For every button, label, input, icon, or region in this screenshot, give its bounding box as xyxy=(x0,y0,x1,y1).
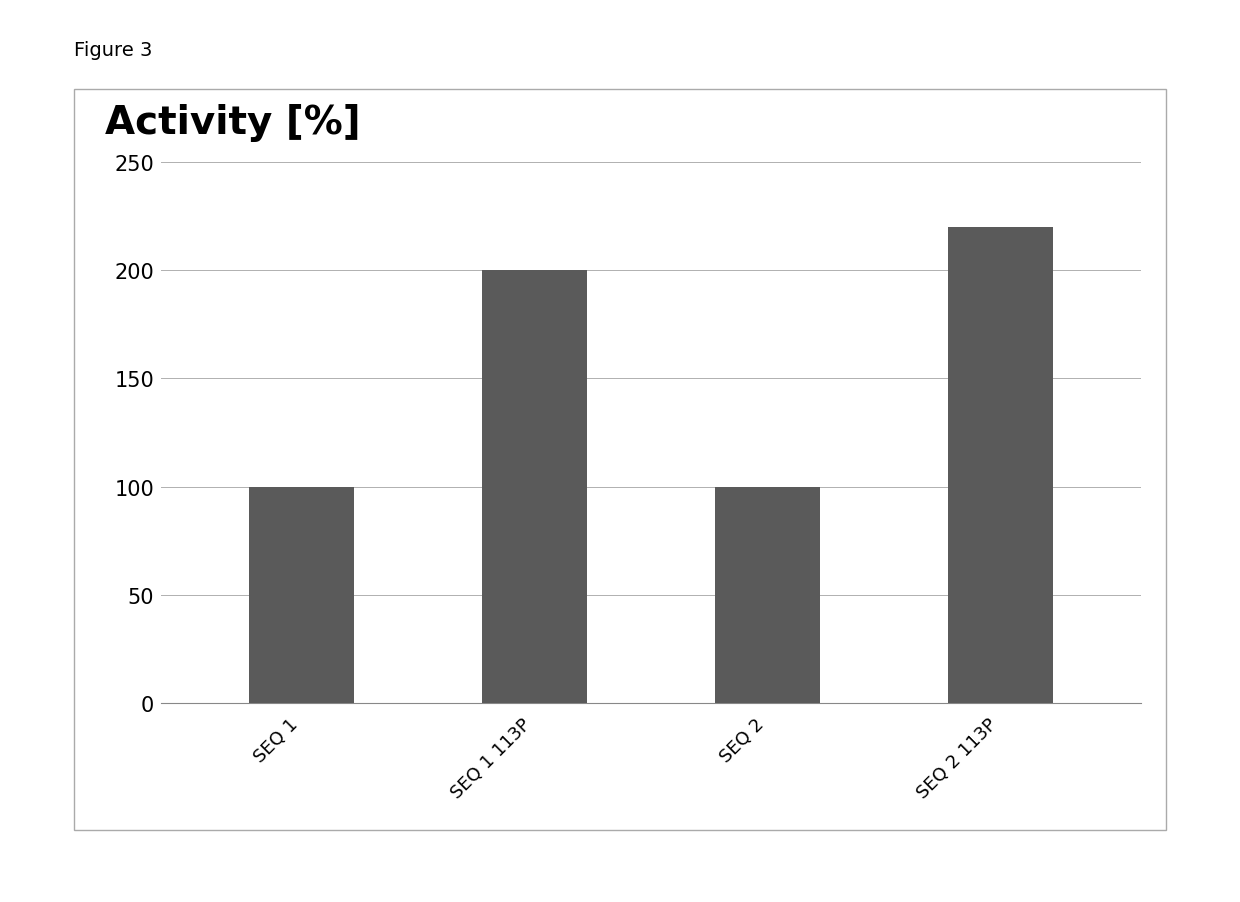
Bar xyxy=(482,271,587,704)
Bar xyxy=(949,227,1053,704)
Bar xyxy=(249,487,353,704)
Text: Activity [%]: Activity [%] xyxy=(105,104,361,142)
Text: Figure 3: Figure 3 xyxy=(74,41,153,60)
Bar xyxy=(715,487,820,704)
